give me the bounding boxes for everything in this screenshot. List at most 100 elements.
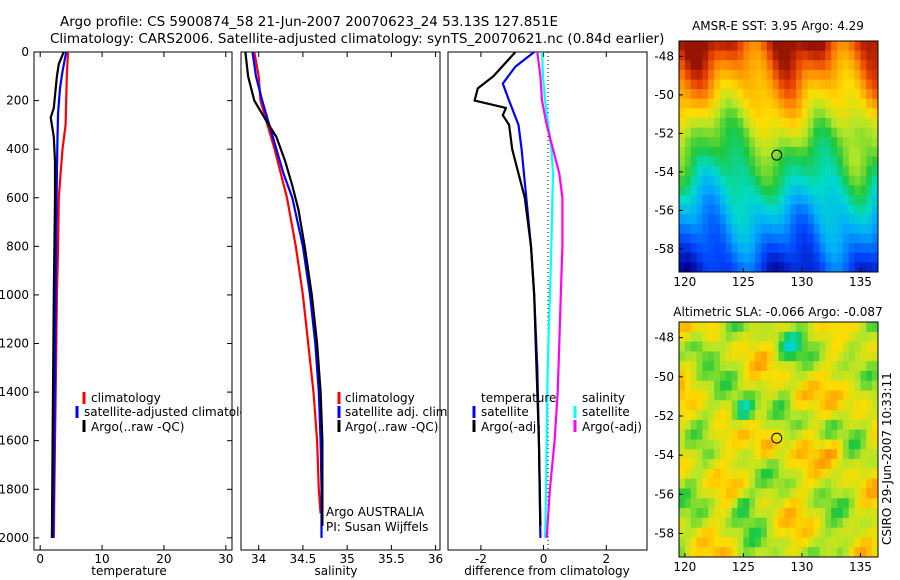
heatmap-cell	[790, 262, 797, 272]
heatmap-cell	[731, 351, 739, 362]
temperature-x-ticks: 0 10 20 30	[36, 52, 233, 566]
heatmap-cell	[684, 351, 692, 362]
heatmap-cell	[702, 498, 709, 509]
heatmap-cell	[725, 166, 733, 177]
heatmap-cell	[813, 223, 821, 235]
heatmap-cell	[831, 361, 838, 372]
heatmap-cell	[778, 390, 785, 401]
heatmap-cell	[679, 537, 686, 548]
heatmap-cell	[807, 50, 815, 61]
heatmap-cell	[714, 400, 721, 411]
y-tick-label: 800	[6, 239, 29, 253]
heatmap-cell	[725, 351, 733, 362]
heatmap-cell	[784, 243, 791, 254]
heatmap-cell	[708, 419, 715, 431]
heatmap-cell	[837, 341, 844, 352]
heatmap-cell	[790, 351, 797, 362]
heatmap-cell	[679, 322, 686, 333]
heatmap-cell	[807, 517, 815, 529]
heatmap-cell	[696, 79, 704, 90]
heatmap-cell	[831, 468, 838, 480]
heatmap-cell	[831, 60, 838, 71]
heatmap-cell	[679, 89, 686, 100]
heatmap-cell	[807, 400, 815, 411]
heatmap-cell	[848, 233, 856, 244]
heatmap-cell	[679, 459, 686, 470]
heatmap-cell	[854, 547, 862, 557]
heatmap-cell	[714, 175, 721, 186]
heatmap-cell	[778, 439, 785, 450]
heatmap-cell	[760, 60, 768, 71]
heatmap-cell	[708, 498, 715, 509]
heatmap-cell	[842, 127, 850, 138]
heatmap-cell	[796, 419, 803, 431]
heatmap-cell	[714, 429, 721, 441]
heatmap-cell	[831, 233, 838, 244]
heatmap-cell	[679, 195, 686, 206]
heatmap-cell	[801, 98, 809, 109]
heatmap-cell	[760, 439, 768, 450]
heatmap-cell	[772, 118, 780, 129]
heatmap-cell	[702, 146, 709, 158]
heatmap-cell	[690, 89, 698, 100]
heatmap-cell	[837, 185, 844, 196]
heatmap-cell	[702, 322, 709, 333]
heatmap-cell	[702, 410, 709, 421]
heatmap-cell	[866, 214, 873, 225]
difference-lines	[473, 51, 564, 538]
heatmap-cell	[679, 262, 686, 272]
heatmap-cell	[743, 547, 750, 557]
heatmap-cell	[825, 204, 832, 215]
heatmap-cell	[702, 79, 709, 90]
heatmap-cell	[702, 243, 709, 254]
heatmap-cell	[866, 498, 873, 509]
heatmap-cell	[866, 478, 873, 490]
heatmap-cell	[784, 400, 791, 411]
heatmap-cell	[702, 400, 709, 411]
heatmap-cell	[755, 79, 762, 90]
heatmap-cell	[737, 156, 744, 167]
heatmap-cell	[696, 429, 704, 441]
heatmap-cell	[842, 233, 850, 244]
y-tick-label: -56	[654, 203, 674, 217]
heatmap-cell	[772, 89, 780, 100]
heatmap-cell	[848, 146, 856, 158]
heatmap-cell	[743, 252, 750, 263]
heatmap-cell	[784, 204, 791, 215]
heatmap-cell	[714, 108, 721, 119]
heatmap-cell	[837, 498, 844, 509]
heatmap-cell	[866, 331, 873, 343]
heatmap-cell	[807, 146, 815, 158]
heatmap-cell	[690, 459, 698, 470]
heatmap-cell	[842, 400, 850, 411]
heatmap-cell	[772, 50, 780, 61]
heatmap-cell	[801, 175, 809, 186]
heatmap-cell	[801, 223, 809, 235]
heatmap-cell	[819, 380, 826, 392]
heatmap-cell	[749, 252, 756, 263]
heatmap-cell	[737, 449, 744, 460]
heatmap-cell	[872, 351, 878, 362]
heatmap-cell	[784, 517, 791, 529]
heatmap-cell	[772, 204, 780, 215]
heatmap-cell	[813, 322, 821, 333]
heatmap-cell	[684, 69, 692, 81]
heatmap-cell	[866, 262, 873, 272]
heatmap-cell	[813, 419, 821, 431]
heatmap-cell	[819, 459, 826, 470]
legend-label-sal-satellite: satellite	[582, 405, 630, 419]
heatmap-cell	[755, 508, 762, 519]
heatmap-cell	[684, 252, 692, 263]
heatmap-cell	[854, 98, 862, 109]
heatmap-cell	[719, 439, 727, 450]
heatmap-cell	[796, 390, 803, 401]
heatmap-cell	[854, 498, 862, 509]
heatmap-cell	[848, 175, 856, 186]
heatmap-cell	[842, 252, 850, 263]
sla-map-ticks: 120 125 130 135-48-50-52-54-56-58	[654, 331, 872, 574]
heatmap-cell	[842, 243, 850, 254]
heatmap-cell	[679, 204, 686, 215]
heatmap-cell	[866, 60, 873, 71]
heatmap-cell	[825, 79, 832, 90]
